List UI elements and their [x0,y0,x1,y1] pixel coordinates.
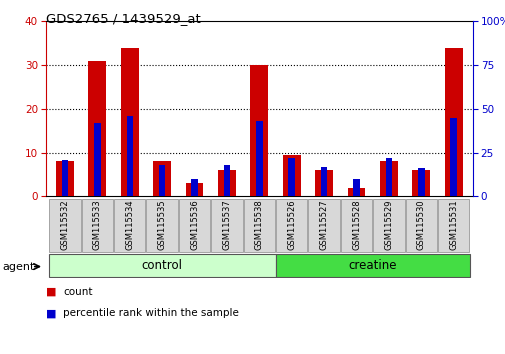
FancyBboxPatch shape [340,199,372,252]
Text: agent: agent [3,262,35,272]
Text: percentile rank within the sample: percentile rank within the sample [63,308,239,318]
FancyBboxPatch shape [81,199,113,252]
Bar [159,165,165,196]
Text: count: count [63,287,92,297]
Bar [320,167,327,196]
FancyBboxPatch shape [437,199,469,252]
Text: GSM115528: GSM115528 [351,199,360,250]
Text: GSM115530: GSM115530 [416,199,425,250]
FancyBboxPatch shape [146,199,178,252]
Bar [191,179,197,196]
Bar [444,47,462,196]
Bar [153,161,171,196]
Text: creatine: creatine [348,258,396,272]
Bar [56,161,74,196]
Bar [250,65,268,196]
Text: control: control [141,258,182,272]
Bar [126,116,133,196]
Bar [417,169,424,196]
Bar [218,170,235,196]
Bar [412,170,429,196]
Text: GSM115537: GSM115537 [222,199,231,250]
FancyBboxPatch shape [275,199,307,252]
Text: GSM115534: GSM115534 [125,199,134,250]
Text: GSM115535: GSM115535 [158,199,166,250]
Bar [185,183,203,196]
Bar [62,160,68,196]
FancyBboxPatch shape [243,199,275,252]
FancyBboxPatch shape [373,199,404,252]
FancyBboxPatch shape [49,199,80,252]
Bar [315,170,332,196]
Bar [379,161,397,196]
Bar [352,179,359,196]
Bar [282,155,300,196]
Bar [223,165,230,196]
Text: GDS2765 / 1439529_at: GDS2765 / 1439529_at [45,12,200,25]
FancyBboxPatch shape [211,199,242,252]
Text: GSM115536: GSM115536 [190,199,198,250]
Bar [288,158,294,196]
Text: GSM115526: GSM115526 [287,199,295,250]
Text: GSM115538: GSM115538 [255,199,263,250]
Text: ■: ■ [45,287,56,297]
FancyBboxPatch shape [308,199,339,252]
Bar [48,254,275,277]
Text: GSM115533: GSM115533 [93,199,102,250]
Text: ■: ■ [45,308,56,318]
Bar [256,121,262,196]
Bar [94,123,100,196]
Text: GSM115531: GSM115531 [448,199,457,250]
Text: GSM115529: GSM115529 [384,199,392,250]
Bar [275,254,469,277]
Bar [385,158,391,196]
FancyBboxPatch shape [405,199,436,252]
Bar [88,61,106,196]
Text: GSM115527: GSM115527 [319,199,328,250]
Bar [347,188,365,196]
FancyBboxPatch shape [178,199,210,252]
FancyBboxPatch shape [114,199,145,252]
Text: GSM115532: GSM115532 [61,199,69,250]
Bar [121,47,138,196]
Bar [449,118,456,196]
